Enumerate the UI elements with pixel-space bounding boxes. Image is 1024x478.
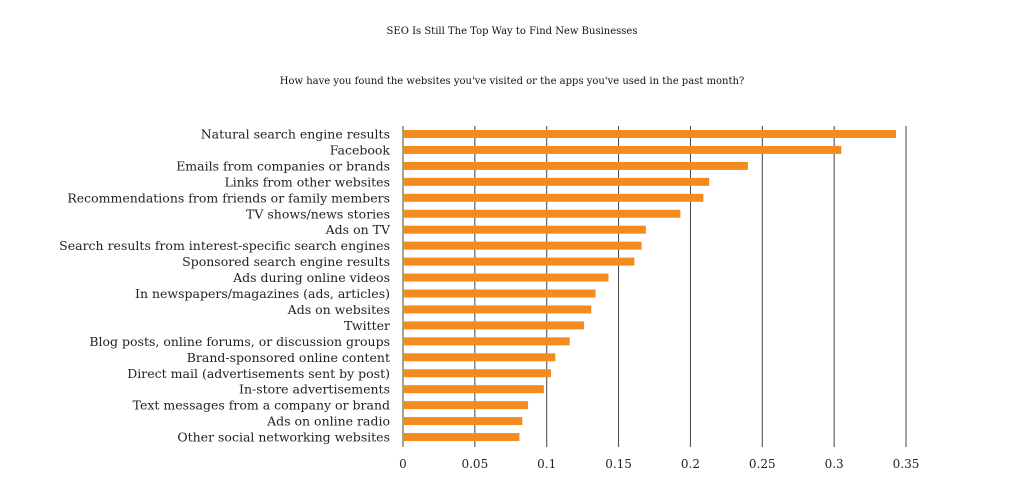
x-tick-label: 0.1 xyxy=(537,457,556,471)
bar xyxy=(403,145,842,154)
bar xyxy=(403,353,556,362)
bar xyxy=(403,241,642,250)
category-label: Twitter xyxy=(344,318,390,333)
bar xyxy=(403,433,520,442)
category-label: Text messages from a company or brand xyxy=(133,398,390,413)
x-tick-label: 0.3 xyxy=(825,457,844,471)
bar xyxy=(403,305,592,314)
bar xyxy=(403,209,681,218)
x-tick-label: 0 xyxy=(399,457,407,471)
category-label: Links from other websites xyxy=(224,174,390,189)
bar xyxy=(403,193,704,202)
category-label: Emails from companies or brands xyxy=(176,158,390,173)
category-label: Direct mail (advertisements sent by post… xyxy=(127,366,390,381)
bar xyxy=(403,401,529,410)
category-label: TV shows/news stories xyxy=(246,206,390,221)
bar xyxy=(403,130,896,138)
bar xyxy=(403,225,646,234)
x-tick-label: 0.2 xyxy=(681,457,700,471)
bar xyxy=(403,321,585,330)
category-label: Natural search engine results xyxy=(201,127,390,142)
category-label: Ads on TV xyxy=(325,222,391,237)
category-label: Brand-sponsored online content xyxy=(187,350,390,365)
bar xyxy=(403,289,596,298)
bar xyxy=(403,161,748,170)
category-labels: Natural search engine resultsFacebookEma… xyxy=(59,127,391,445)
bar xyxy=(403,417,523,426)
x-tick-labels: 0 0.05 0.1 0.15 0.2 0.25 0.3 0.35 xyxy=(399,457,919,471)
bar xyxy=(403,273,609,282)
category-label: In newspapers/magazines (ads, articles) xyxy=(135,286,390,301)
category-label: In-store advertisements xyxy=(239,382,390,397)
bars xyxy=(403,130,896,442)
x-tick-label: 0.05 xyxy=(461,457,488,471)
category-label: Ads on online radio xyxy=(266,414,390,429)
category-label: Ads during online videos xyxy=(232,270,390,285)
chart-title: SEO Is Still The Top Way to Find New Bus… xyxy=(386,26,638,37)
category-label: Other social networking websites xyxy=(177,430,390,445)
category-label: Sponsored search engine results xyxy=(182,254,390,269)
bar xyxy=(403,385,544,394)
x-tick-label: 0.25 xyxy=(749,457,776,471)
category-label: Facebook xyxy=(330,142,391,157)
category-label: Ads on websites xyxy=(287,302,390,317)
category-label: Recommendations from friends or family m… xyxy=(67,190,390,205)
bar xyxy=(403,337,570,346)
category-label: Blog posts, online forums, or discussion… xyxy=(89,334,390,349)
bar xyxy=(403,177,710,186)
category-label: Search results from interest-specific se… xyxy=(59,238,390,253)
chart-subtitle: How have you found the websites you've v… xyxy=(279,76,745,87)
bar xyxy=(403,257,635,266)
x-tick-label: 0.35 xyxy=(893,457,920,471)
x-tick-label: 0.15 xyxy=(605,457,632,471)
bar xyxy=(403,369,552,378)
gridlines xyxy=(402,126,907,447)
